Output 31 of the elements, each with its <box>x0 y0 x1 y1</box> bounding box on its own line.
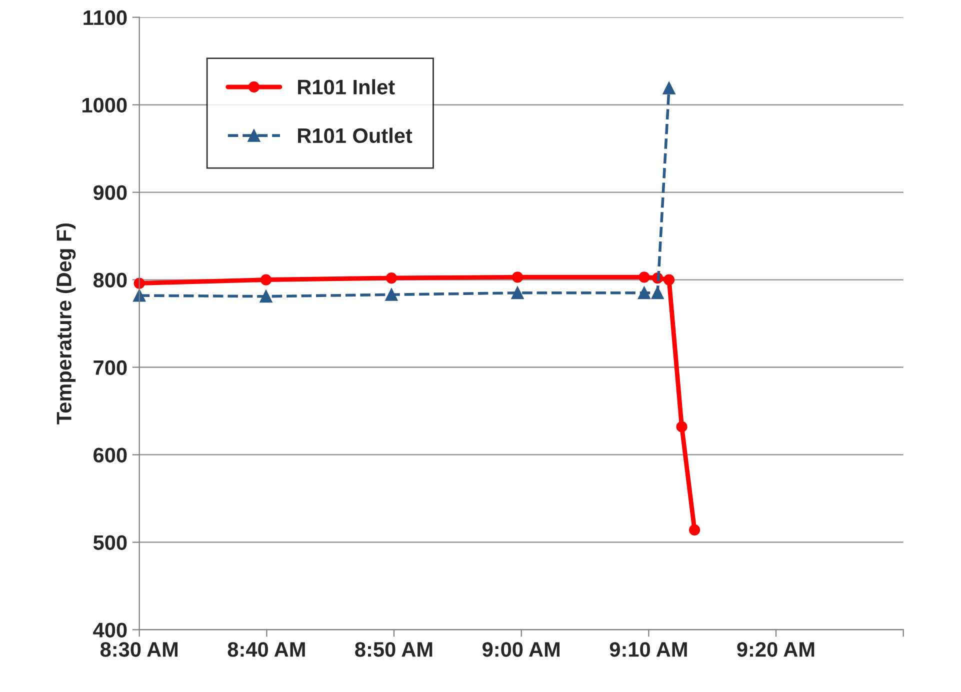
point <box>638 272 650 283</box>
x-tick-label: 9:00 AM <box>482 642 560 657</box>
point <box>260 274 272 286</box>
point <box>638 286 650 300</box>
y-tick-label: 1100 <box>84 10 127 26</box>
point <box>651 286 664 300</box>
legend-label: R101 Inlet <box>298 79 395 94</box>
point <box>385 288 398 301</box>
y-axis-title: Temperature (Deg F) <box>56 223 76 424</box>
x-tick-label: 8:40 AM <box>228 642 305 657</box>
point <box>662 82 676 94</box>
y-tick-label: 1000 <box>82 98 127 113</box>
y-tick-label: 600 <box>94 448 127 462</box>
point <box>133 289 146 302</box>
point <box>511 286 524 300</box>
legend-label: R101 Outlet <box>298 128 412 144</box>
point <box>663 274 675 286</box>
point <box>688 524 700 536</box>
y-tick-label: 900 <box>94 185 127 200</box>
point <box>260 290 272 303</box>
y-tick-label: 500 <box>93 535 127 550</box>
x-tick-label: 9:10 AM <box>610 642 687 657</box>
point <box>512 272 524 283</box>
point <box>386 272 398 284</box>
y-tick-label: 400 <box>93 622 127 638</box>
x-tick-label: 8:30 AM <box>100 642 178 657</box>
x-tick-label: 8:50 AM <box>355 642 432 657</box>
point <box>676 421 688 432</box>
y-tick-label: 700 <box>94 360 127 376</box>
y-tick-label: 800 <box>93 272 127 288</box>
x-tick-label: 9:20 AM <box>737 642 814 657</box>
